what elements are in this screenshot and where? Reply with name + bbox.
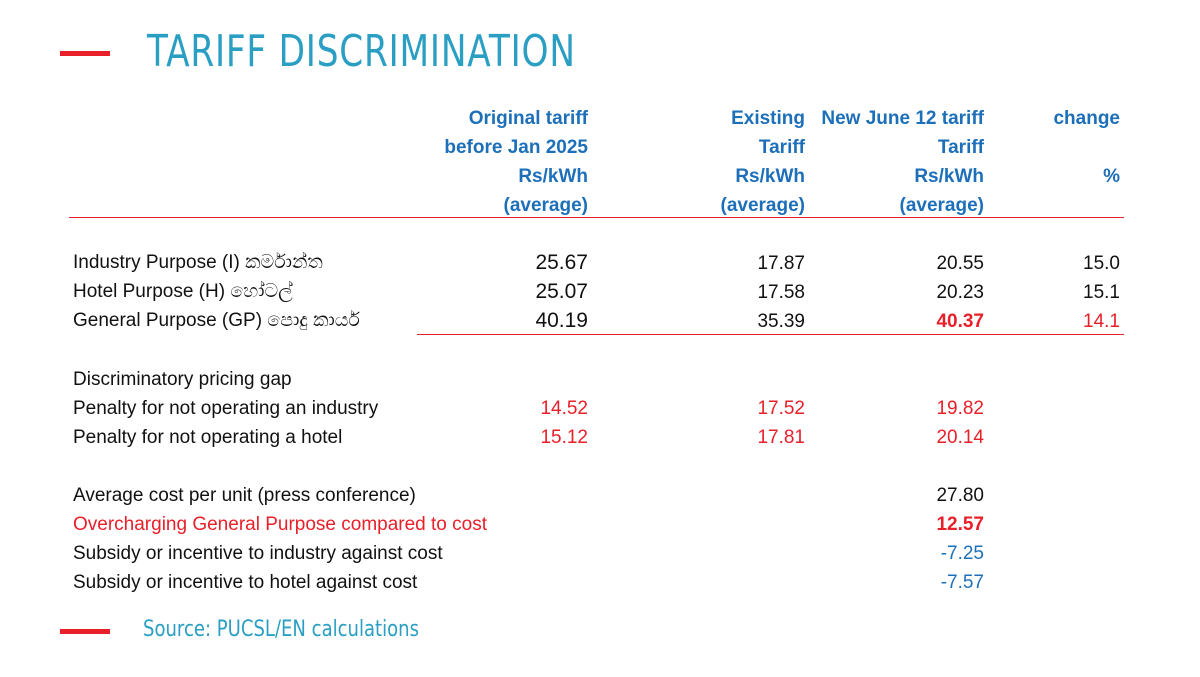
- row-label-general: General Purpose (GP) පොදු කාර්ය: [73, 310, 360, 331]
- average-cost-new: 27.80: [936, 485, 984, 506]
- penalty-hotel-new: 20.14: [936, 427, 984, 448]
- penalty-hotel-existing: 17.81: [757, 427, 805, 448]
- purpose-divider: [417, 334, 1124, 335]
- row-label-subsidy-industry: Subsidy or incentive to industry against…: [73, 543, 443, 564]
- row-label-industry: Industry Purpose (I) කර්මාන්ත: [73, 252, 323, 273]
- hotel-change: 15.1: [1083, 282, 1120, 303]
- row-label-hotel: Hotel Purpose (H) හෝටල්: [73, 281, 293, 302]
- industry-new: 20.55: [936, 253, 984, 274]
- penalty-industry-original: 14.52: [540, 398, 588, 419]
- header-change: change %: [1053, 104, 1120, 191]
- row-label-subsidy-hotel: Subsidy or incentive to hotel against co…: [73, 572, 418, 593]
- header-new-line-2: Tariff: [937, 137, 984, 158]
- overcharging-new: 12.57: [936, 514, 984, 535]
- header-existing-line-2: Tariff: [758, 137, 805, 158]
- industry-original: 25.67: [535, 251, 588, 274]
- header-original: Original tariff before Jan 2025 Rs/kWh (…: [444, 104, 588, 220]
- header-existing-line-1: Existing: [731, 108, 805, 129]
- header-new-line-4: (average): [899, 195, 985, 216]
- header-original-line-4: (average): [503, 195, 589, 216]
- page-title: TARIFF DISCRIMINATION: [147, 26, 576, 77]
- header-divider: [69, 217, 1124, 218]
- header-new-line-1: New June 12 tariff: [821, 108, 984, 129]
- row-label-penalty-industry: Penalty for not operating an industry: [73, 398, 379, 419]
- industry-change: 15.0: [1083, 253, 1120, 274]
- header-new-line-3: Rs/kWh: [914, 166, 984, 187]
- row-label-overcharging: Overcharging General Purpose compared to…: [73, 514, 487, 535]
- penalty-hotel-original: 15.12: [540, 427, 588, 448]
- header-change-line-3: %: [1103, 166, 1120, 187]
- row-label-average-cost: Average cost per unit (press conference): [73, 485, 416, 506]
- header-existing-line-3: Rs/kWh: [735, 166, 805, 187]
- industry-existing: 17.87: [757, 253, 805, 274]
- hotel-original: 25.07: [535, 280, 588, 303]
- header-existing-line-4: (average): [720, 195, 806, 216]
- source-accent-bar: [60, 629, 110, 634]
- title-accent-bar: [60, 51, 110, 56]
- general-change: 14.1: [1083, 311, 1120, 332]
- header-original-line-3: Rs/kWh: [518, 166, 588, 187]
- subsidy-hotel-new: -7.57: [940, 572, 984, 593]
- header-new: New June 12 tariff Tariff Rs/kWh (averag…: [821, 104, 984, 220]
- gap-heading: Discriminatory pricing gap: [73, 369, 292, 390]
- penalty-industry-existing: 17.52: [757, 398, 805, 419]
- header-existing: Existing Tariff Rs/kWh (average): [721, 104, 806, 220]
- hotel-new: 20.23: [936, 282, 984, 303]
- subsidy-industry-new: -7.25: [940, 543, 984, 564]
- general-original: 40.19: [535, 309, 588, 332]
- general-existing: 35.39: [757, 311, 805, 332]
- header-original-line-2: before Jan 2025: [444, 137, 588, 158]
- source-note: Source: PUCSL/EN calculations: [143, 617, 420, 642]
- header-change-line-1: change: [1053, 108, 1120, 129]
- general-new: 40.37: [936, 311, 984, 332]
- header-change-line-2: [1053, 133, 1120, 162]
- hotel-existing: 17.58: [757, 282, 805, 303]
- penalty-industry-new: 19.82: [936, 398, 984, 419]
- row-label-penalty-hotel: Penalty for not operating a hotel: [73, 427, 343, 448]
- header-original-line-1: Original tariff: [468, 108, 588, 129]
